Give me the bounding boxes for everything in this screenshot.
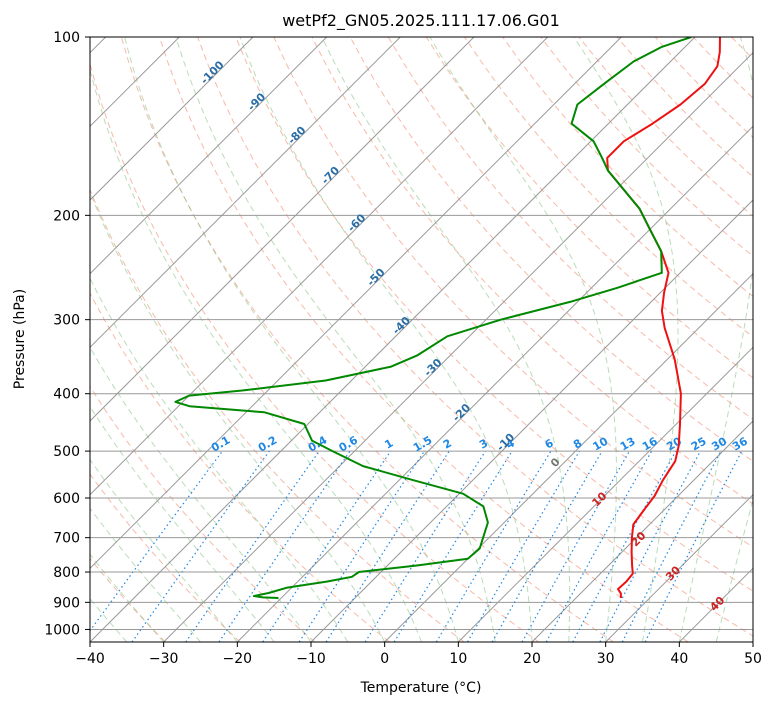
mixing-ratio-line xyxy=(393,450,513,642)
moist-adiabat-line xyxy=(90,458,238,642)
y-tick-label: 500 xyxy=(53,444,80,460)
moist-adiabat-line xyxy=(90,597,128,642)
moist-adiabat-line xyxy=(573,37,679,642)
axis-ticks: −40 −30 −20 −10 0 10 20 30 40 50 100 200 300 400 500 60… xyxy=(44,30,762,667)
y-tick-label: 700 xyxy=(53,531,80,547)
dry-adiabat-line xyxy=(90,62,540,642)
moist-adiabat-line xyxy=(239,37,533,642)
x-tick-label: −30 xyxy=(149,651,179,667)
moist-adiabat-line xyxy=(90,67,422,642)
mixing-ratio-line xyxy=(466,450,580,642)
dry-adiabat-line xyxy=(464,37,753,338)
y-tick-label: 300 xyxy=(53,313,80,329)
moist-adiabat-line xyxy=(90,553,165,642)
mixing-ratio-line xyxy=(435,450,552,642)
moist-adiabat-line xyxy=(90,190,386,642)
moist-adiabat-line xyxy=(321,37,571,642)
dry-adiabat-line xyxy=(349,37,753,462)
dry-adiabat-line xyxy=(90,473,241,642)
isotherm-line xyxy=(90,37,549,496)
x-axis-label: Temperature (°C) xyxy=(360,680,482,696)
y-tick-label: 200 xyxy=(53,208,80,224)
mixing-ratio-line xyxy=(364,450,486,642)
isotherm-line xyxy=(605,493,753,642)
chart-title: wetPf2_GN05.2025.111.17.06.G01 xyxy=(282,11,560,31)
x-tick-label: 10 xyxy=(449,651,467,667)
isotherm-line xyxy=(457,346,753,642)
isotherm-line xyxy=(163,51,753,642)
dry-adiabat-line xyxy=(120,37,614,642)
dry-adiabat-line xyxy=(502,37,753,298)
mixing-ratio-line xyxy=(599,450,702,642)
y-tick-label: 600 xyxy=(53,491,80,507)
isotherm-line xyxy=(90,37,328,275)
dewpoint-profile-line xyxy=(174,37,692,599)
x-tick-label: −10 xyxy=(296,651,326,667)
isotherm-line xyxy=(90,37,254,201)
moist-adiabat-line xyxy=(124,37,459,642)
y-tick-label: 900 xyxy=(53,595,80,611)
moist-adiabat-line xyxy=(715,498,753,642)
isotherm-line xyxy=(90,37,622,570)
isotherm-line xyxy=(236,125,753,642)
dry-adiabat-line xyxy=(235,37,753,592)
x-tick-label: 0 xyxy=(380,651,389,667)
x-tick-label: 40 xyxy=(670,651,688,667)
dry-adiabat-line xyxy=(90,188,465,642)
temperature-profile-line xyxy=(606,37,721,598)
mixing-ratio-line xyxy=(572,450,677,642)
moist-adiabat-line xyxy=(429,37,617,642)
isotherm-line xyxy=(90,37,401,349)
moist-adiabat-line xyxy=(678,37,753,642)
y-tick-label: 1000 xyxy=(44,622,80,638)
x-tick-label: 20 xyxy=(523,651,541,667)
plot-frame xyxy=(89,36,754,643)
isotherm-line xyxy=(531,420,753,642)
dry-adiabat-line xyxy=(387,37,753,420)
x-tick-label: 30 xyxy=(597,651,615,667)
moist-adiabat-line xyxy=(90,507,201,642)
isotherm-line xyxy=(90,37,475,422)
moist-adiabat-line xyxy=(90,277,349,642)
dry-adiabat-line xyxy=(90,385,316,642)
series-layer xyxy=(174,37,721,599)
x-tick-label: −40 xyxy=(75,651,105,667)
y-tick-label: 100 xyxy=(53,30,80,46)
mixing-ratio-line xyxy=(218,450,351,642)
mixing-ratio-line xyxy=(325,450,450,642)
y-tick-label: 400 xyxy=(53,387,80,403)
x-tick-label: −20 xyxy=(223,651,253,667)
y-axis-label: Pressure (hPa) xyxy=(12,289,28,389)
isotherm-line xyxy=(310,199,753,642)
moist-adiabat-line xyxy=(175,37,496,642)
isotherm-line xyxy=(90,37,696,642)
moist-adiabat-line xyxy=(90,405,275,642)
isotherm-line xyxy=(384,272,753,642)
dry-adiabat-line xyxy=(159,37,689,642)
dry-adiabat-line xyxy=(90,292,390,642)
dry-adiabat-line xyxy=(273,37,753,548)
y-tick-label: 800 xyxy=(53,565,80,581)
mixing-ratio-line xyxy=(298,450,425,642)
background-lines xyxy=(90,37,753,642)
mixing-ratio-line xyxy=(185,450,320,642)
x-tick-label: 50 xyxy=(744,651,762,667)
mixing-ratio-line xyxy=(262,450,392,642)
dry-adiabat-line xyxy=(311,37,753,505)
